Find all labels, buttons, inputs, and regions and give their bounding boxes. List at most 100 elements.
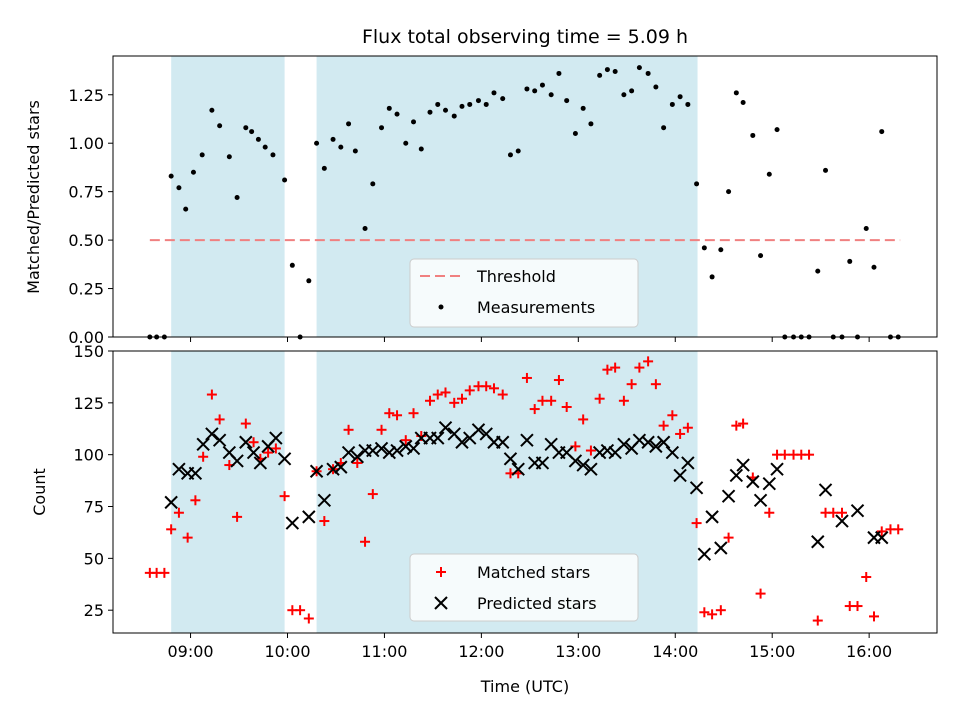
- matched-star-point: [626, 379, 637, 390]
- measurement-point: [330, 136, 336, 142]
- x-axis-label: Time (UTC): [480, 677, 569, 696]
- matched-star-point: [812, 615, 823, 626]
- predicted-star-point: [399, 439, 413, 454]
- predicted-star-point: [746, 474, 760, 489]
- matched-star-point: [360, 536, 371, 547]
- matched-star-point: [634, 362, 645, 373]
- predicted-star-point: [689, 481, 704, 495]
- top-ylabel: Matched/Predicted stars: [24, 100, 43, 294]
- measurement-point: [370, 181, 376, 187]
- measurement-point: [306, 278, 312, 284]
- measurement-point: [243, 125, 249, 131]
- matched-star-point: [392, 410, 403, 421]
- measurement-point: [629, 88, 635, 94]
- measurement-point: [685, 101, 691, 107]
- predicted-star-point: [714, 541, 728, 555]
- measurement-point: [362, 225, 368, 231]
- matched-star-point: [182, 532, 193, 543]
- measurement-point: [733, 90, 739, 96]
- predicted-star-point: [576, 458, 590, 472]
- bottom-ytick-label: 150: [73, 342, 104, 361]
- measurement-point: [539, 82, 545, 88]
- bottom-ytick-label: 50: [84, 549, 104, 568]
- predicted-star-point: [600, 443, 615, 458]
- predicted-star-point: [835, 514, 849, 528]
- predicted-star-point: [431, 431, 445, 445]
- matched-star-point: [836, 507, 847, 518]
- measurement-point: [709, 274, 715, 280]
- matched-star-point: [529, 404, 540, 415]
- measurement-point: [524, 86, 530, 92]
- matched-star-point: [578, 414, 589, 425]
- matched-star-point: [715, 605, 726, 616]
- predicted-star-point: [205, 427, 219, 441]
- predicted-star-point: [850, 503, 865, 518]
- measurement-point: [483, 101, 489, 107]
- measurement-point: [262, 144, 268, 150]
- top-shaded-interval-0: [171, 56, 285, 337]
- bottom-ytick-label: 75: [84, 498, 104, 517]
- matched-star-point: [440, 387, 451, 398]
- measurement-point: [847, 258, 853, 264]
- predicted-star-point: [875, 530, 889, 545]
- xtick-label: 13:00: [555, 642, 601, 661]
- xtick-label: 10:00: [264, 642, 310, 661]
- measurement-point: [338, 144, 344, 150]
- predicted-star-point: [818, 483, 833, 497]
- matched-star-point: [764, 507, 775, 518]
- measurement-point: [774, 127, 780, 133]
- matched-star-point: [248, 437, 259, 448]
- predicted-star-point: [770, 462, 784, 476]
- xtick-label: 12:00: [458, 642, 504, 661]
- matched-star-point: [270, 443, 281, 454]
- matched-star-point: [585, 445, 596, 456]
- top-ytick-label: 0.00: [68, 328, 104, 347]
- predicted-star-point: [246, 445, 261, 460]
- predicted-star-point: [390, 443, 404, 458]
- bottom-ylabel: Count: [30, 468, 49, 516]
- predicted-star-point: [584, 462, 598, 476]
- predicted-star-point: [341, 445, 356, 460]
- measurement-point: [418, 146, 424, 152]
- measurement-point: [740, 100, 746, 106]
- matched-star-point: [723, 532, 734, 543]
- matched-star-point: [861, 572, 872, 583]
- predicted-star-point: [697, 547, 712, 561]
- measurement-point: [548, 92, 554, 98]
- legend-predicted-swatch: [434, 596, 448, 610]
- matched-star-point: [279, 491, 290, 502]
- matched-star-point: [408, 408, 419, 419]
- measurement-point: [475, 98, 481, 104]
- predicted-star-point: [277, 452, 292, 466]
- measurement-point: [863, 225, 869, 231]
- measurement-point: [435, 101, 441, 107]
- predicted-star-point: [309, 464, 324, 478]
- legend-matched-swatch: [436, 567, 446, 577]
- matched-star-point: [343, 424, 354, 435]
- matched-star-point: [232, 511, 243, 522]
- measurement-point: [190, 169, 196, 175]
- predicted-star-point: [729, 468, 744, 483]
- top-ytick-label: 0.75: [68, 183, 104, 202]
- matched-star-point: [173, 507, 184, 518]
- predicted-star-point: [762, 476, 776, 491]
- bottom-legend: Matched stars Predicted stars: [409, 553, 639, 622]
- legend-measurement-swatch: [438, 304, 444, 310]
- predicted-star-point: [172, 462, 186, 476]
- measurement-point: [411, 119, 417, 125]
- measurement-point: [500, 96, 506, 102]
- measurement-point: [718, 247, 724, 253]
- predicted-star-point: [568, 454, 583, 468]
- matched-star-point: [699, 607, 710, 618]
- matched-star-point: [376, 424, 387, 435]
- measurement-point: [653, 84, 659, 90]
- measurement-point: [183, 206, 189, 212]
- xtick-label: 14:00: [652, 642, 698, 661]
- predicted-star-point: [681, 456, 695, 470]
- measurement-point: [314, 140, 320, 146]
- predicted-star-point: [334, 460, 348, 474]
- predicted-star-point: [495, 435, 510, 449]
- predicted-star-point: [705, 510, 719, 524]
- measurement-point: [249, 129, 255, 135]
- matched-star-point: [352, 457, 363, 468]
